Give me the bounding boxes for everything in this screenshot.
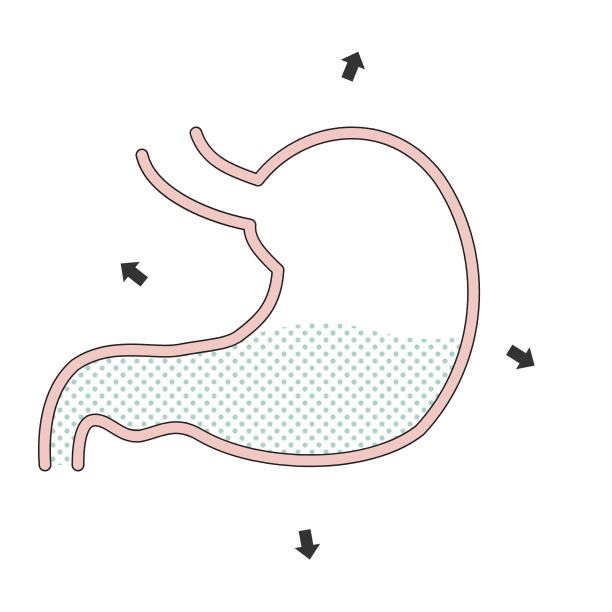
- stomach-icon: [38, 126, 481, 472]
- arrow-up-right-icon: [340, 51, 366, 82]
- arrow-up-left-icon: [120, 261, 148, 287]
- arrow-right-icon: [506, 344, 535, 370]
- dotted-fluid-icon: [44, 322, 474, 465]
- arrow-down-icon: [294, 529, 321, 560]
